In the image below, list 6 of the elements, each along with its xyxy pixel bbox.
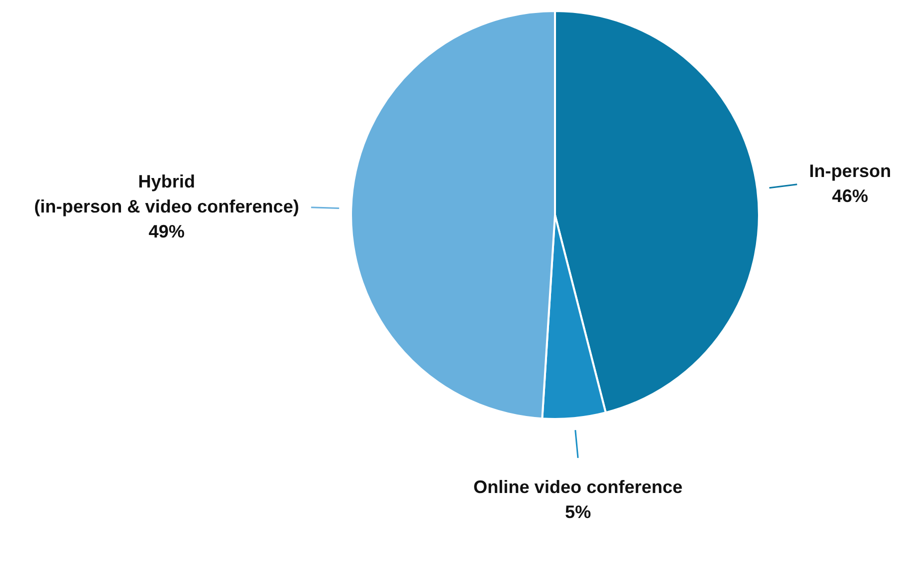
data-label: 46%	[832, 186, 868, 206]
slice-label: Hybrid (in-person & video conference)	[34, 171, 300, 216]
data-label: 5%	[564, 502, 591, 522]
slice-label: Online video conference	[473, 476, 682, 497]
slice-label: In-person	[809, 160, 892, 181]
data-label: 49%	[148, 221, 185, 242]
